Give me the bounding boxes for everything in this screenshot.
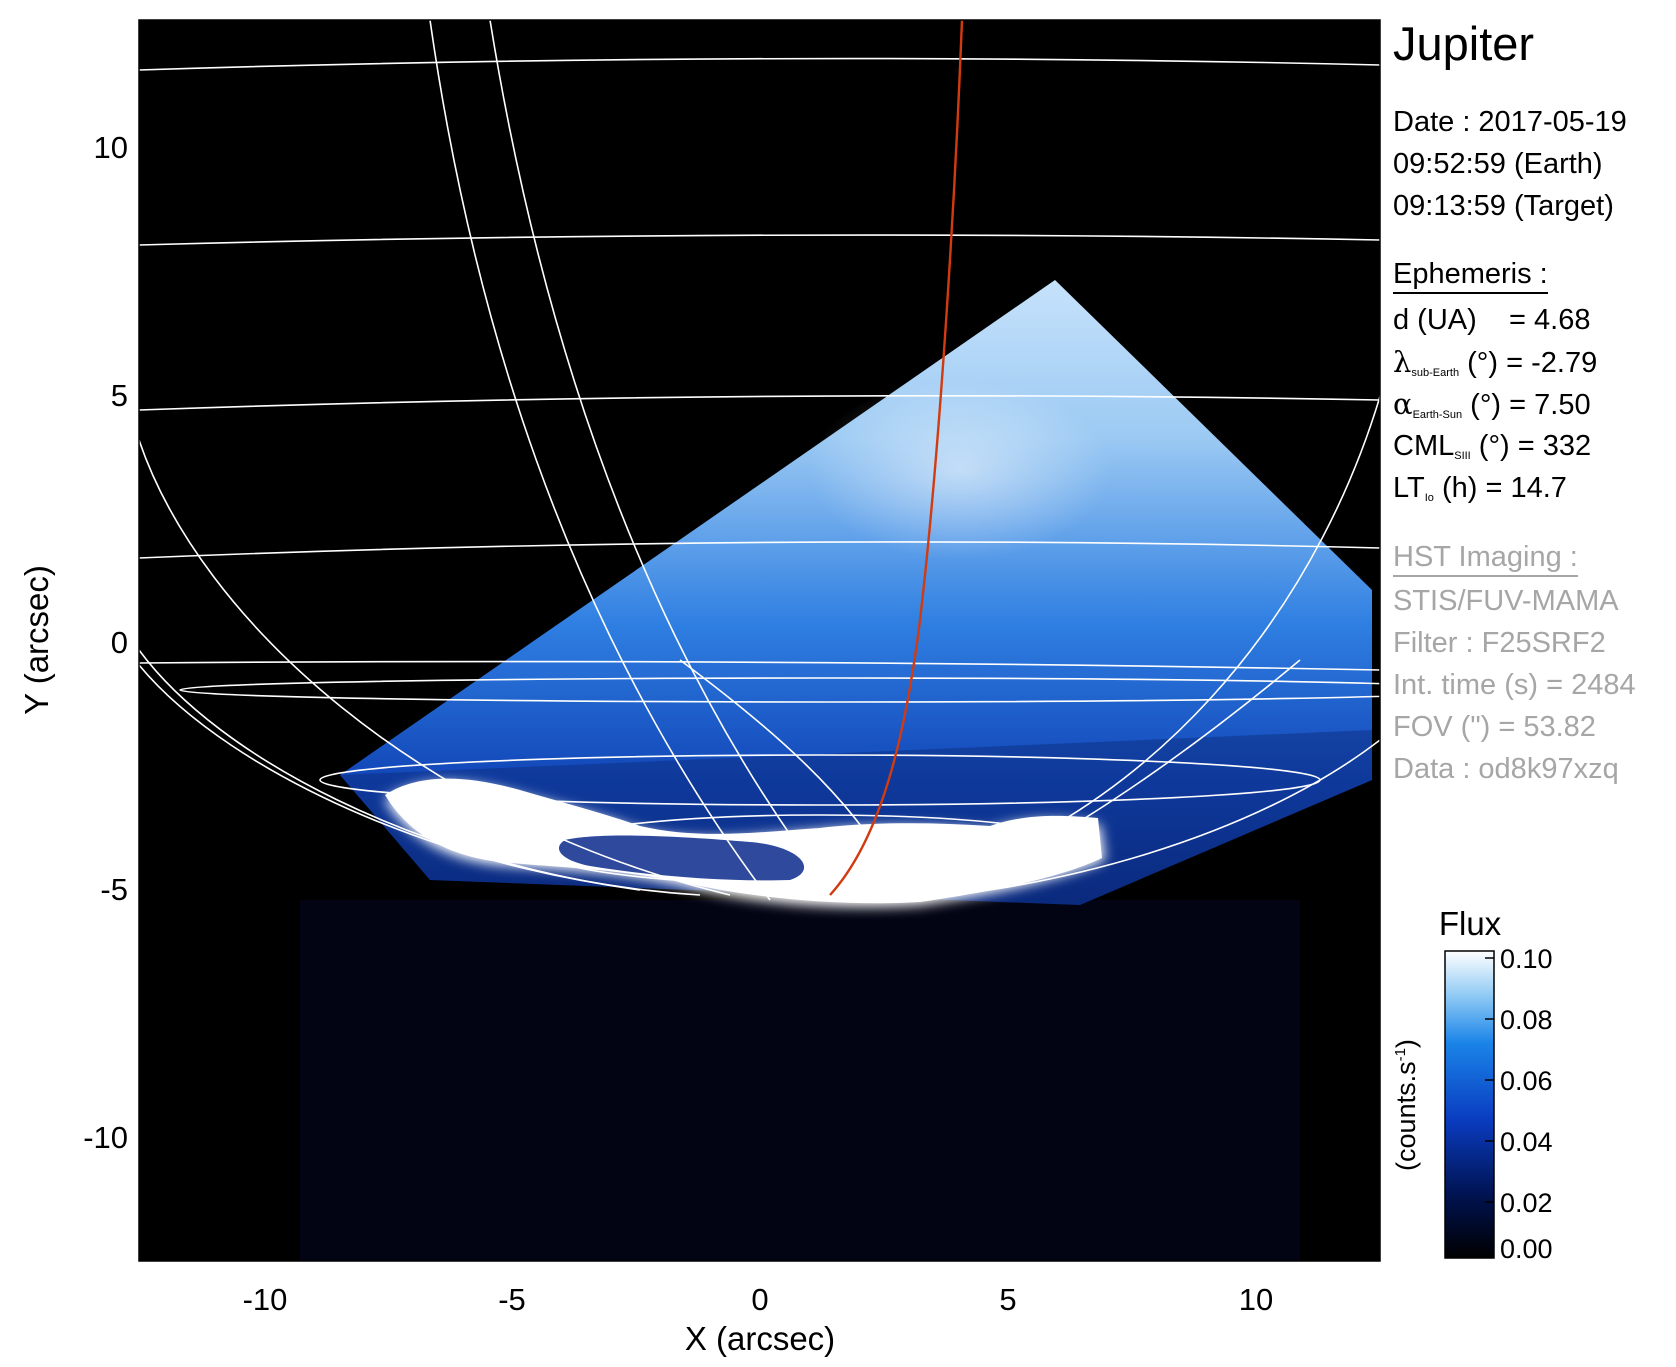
colorbar: Flux 0.10 0.08 0.06 0.04 0.02 0.00 (coun…	[1391, 905, 1553, 1264]
ephemeris-row-local-time: LTIo (h) = 14.7	[1393, 472, 1567, 504]
target-name: Jupiter	[1393, 17, 1535, 70]
latitude-grid	[139, 57, 1380, 886]
x-tick-label: -10	[243, 1282, 288, 1317]
x-tick-label: -5	[498, 1282, 526, 1317]
hst-integration-time: Int. time (s) = 2484	[1393, 669, 1636, 701]
colorbar-tick-label: 0.10	[1500, 944, 1553, 974]
longitude-grid	[139, 20, 1380, 901]
y-axis-label: Y (arcsec)	[18, 565, 55, 715]
colorbar-tick-label: 0.00	[1500, 1234, 1553, 1264]
y-tick-label: 10	[94, 130, 128, 165]
colorbar-unit-label: (counts.s-1)	[1391, 1039, 1421, 1171]
plot-area	[139, 20, 1380, 1261]
colorbar-tick-label: 0.06	[1500, 1066, 1553, 1096]
cone-bright-patch	[810, 380, 1110, 560]
colorbar-tick-label: 0.08	[1500, 1005, 1553, 1035]
ephemeris-heading-text: Ephemeris :	[1393, 260, 1548, 294]
colorbar-tick-label: 0.02	[1500, 1188, 1553, 1218]
ephemeris-row-cml: CMLSIII (°) = 332	[1393, 430, 1592, 462]
observation-footprint-cone	[340, 280, 1372, 905]
observation-time-target: 09:13:59 (Target)	[1393, 190, 1614, 222]
observation-date: Date : 2017-05-19	[1393, 106, 1627, 138]
y-tick-label: 0	[111, 625, 128, 660]
auroral-main-oval	[385, 778, 1102, 904]
auroral-dark-polar-region	[558, 835, 805, 881]
x-tick-label: 5	[999, 1282, 1016, 1317]
plot-frame	[138, 19, 1381, 1262]
hst-data-id: Data : od8k97xzq	[1393, 753, 1619, 785]
hst-filter: Filter : F25SRF2	[1393, 627, 1606, 659]
y-tick-label: -10	[83, 1120, 128, 1155]
x-tick-label: 10	[1239, 1282, 1273, 1317]
x-tick-label: 0	[751, 1282, 768, 1317]
y-tick-labels: 10 5 0 -5 -10	[83, 130, 128, 1155]
colorbar-tick-marks	[1485, 957, 1494, 1203]
y-tick-label: 5	[111, 378, 128, 413]
observation-time-earth: 09:52:59 (Earth)	[1393, 148, 1603, 180]
faint-lower-region	[300, 900, 1300, 1261]
ephemeris-row-phase-angle: αEarth-Sun (°) = 7.50	[1393, 387, 1591, 421]
colorbar-title: Flux	[1439, 905, 1502, 942]
hst-fov: FOV (") = 53.82	[1393, 711, 1596, 743]
hst-heading-text: HST Imaging :	[1393, 543, 1578, 577]
io-footprint-track	[829, 20, 964, 896]
colorbar-tick-label: 0.04	[1500, 1127, 1553, 1157]
colorbar-tick-labels: 0.10 0.08 0.06 0.04 0.02 0.00	[1500, 944, 1553, 1264]
hst-heading: HST Imaging :	[1393, 543, 1578, 577]
x-axis-label: X (arcsec)	[685, 1320, 835, 1357]
colorbar-scale	[1444, 950, 1495, 1259]
y-tick-label: -5	[100, 872, 128, 907]
ephemeris-heading: Ephemeris :	[1393, 260, 1548, 294]
ephemeris-row-sub-earth-latitude: λsub-Earth (°) = -2.79	[1393, 345, 1598, 379]
ephemeris-row-distance: d (UA) = 4.68	[1393, 304, 1591, 336]
x-tick-labels: -10 -5 0 5 10	[243, 1282, 1274, 1317]
hst-instrument: STIS/FUV-MAMA	[1393, 585, 1619, 617]
